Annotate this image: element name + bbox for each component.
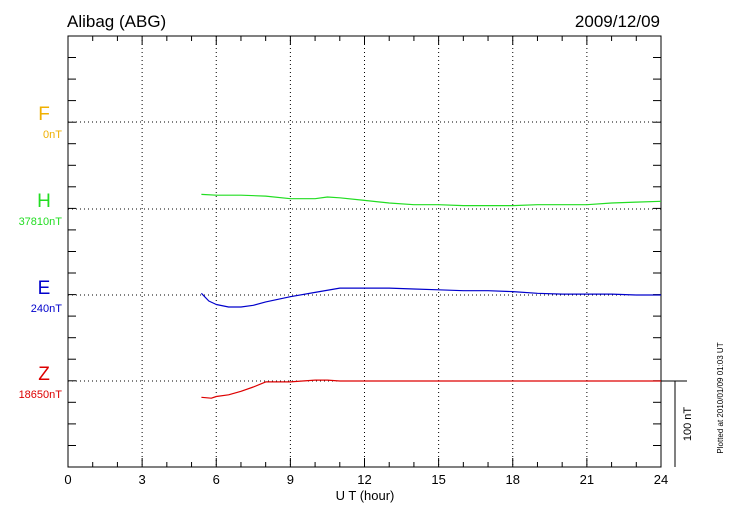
date-title: 2009/12/09 <box>574 12 660 31</box>
scale-bar: 100 nT <box>661 380 694 467</box>
series-line-Z <box>201 379 661 399</box>
label-Z: Z <box>38 364 50 385</box>
station-title: Alibag (ABG) <box>67 12 167 31</box>
x-tick-label-21: 21 <box>580 472 594 487</box>
x-tick-label-18: 18 <box>506 472 520 487</box>
series-line-E <box>200 287 661 308</box>
x-tick-label-9: 9 <box>287 472 294 487</box>
x-tick-label-6: 6 <box>213 472 220 487</box>
label-F: F <box>38 104 50 125</box>
series-lines <box>200 193 662 399</box>
baseline-E: 240nT <box>30 303 62 315</box>
baseline-H: 37810nT <box>18 216 62 228</box>
x-tick-label-0: 0 <box>64 472 71 487</box>
x-axis-label: U T (hour) <box>336 488 395 503</box>
x-tick-label-12: 12 <box>357 472 371 487</box>
x-tick-label-15: 15 <box>431 472 445 487</box>
plotted-note: Plotted at 2010/01/09 01:03 UT <box>716 342 725 453</box>
x-tick-label-3: 3 <box>139 472 146 487</box>
baseline-Z: 18650nT <box>18 389 62 401</box>
baseline-F: 0nT <box>43 129 62 141</box>
scale-bar-label: 100 nT <box>682 407 694 442</box>
label-H: H <box>37 191 51 212</box>
series-line-H <box>201 193 662 207</box>
axis-ticks: 0 3 6 9 12 15 18 21 24 <box>64 35 668 487</box>
label-E: E <box>37 278 51 299</box>
x-tick-label-24: 24 <box>654 472 668 487</box>
grid <box>68 36 661 467</box>
